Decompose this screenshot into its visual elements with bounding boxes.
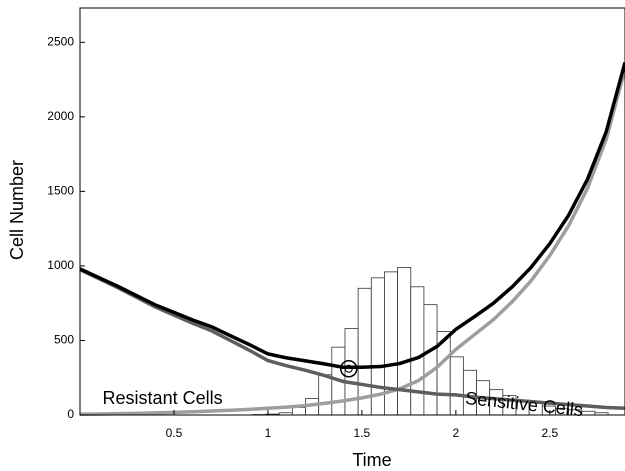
y-tick-label: 500 (54, 333, 74, 347)
series-line (79, 268, 625, 411)
marker (339, 360, 358, 378)
histogram-bar (449, 356, 464, 416)
histogram-bar (397, 267, 412, 416)
y-axis-label: Cell Number (7, 160, 27, 260)
x-tick-label: 2 (453, 426, 460, 440)
y-tick-label: 1500 (47, 184, 74, 198)
histogram-bar (581, 410, 596, 416)
marker-dot (344, 364, 353, 373)
plot-frame (79, 7, 625, 416)
histogram-bar (291, 407, 306, 416)
x-tick-label: 2.5 (541, 426, 558, 440)
y-tick-label: 1000 (47, 258, 74, 272)
histogram-bar (318, 374, 333, 416)
histogram-bar (410, 286, 425, 416)
x-tick-label: 1 (265, 426, 272, 440)
y-tick-label: 2000 (47, 109, 74, 123)
x-tick-label: 0.5 (166, 426, 183, 440)
series-line (79, 61, 625, 370)
x-tick-label: 1.5 (354, 426, 371, 440)
series-line (79, 68, 625, 416)
histogram-bar (423, 304, 438, 416)
y-tick-label: 0 (67, 407, 74, 421)
x-axis-label: Time (352, 450, 391, 470)
y-tick-label: 2500 (47, 34, 74, 48)
annotation: Resistant Cells (103, 388, 223, 408)
